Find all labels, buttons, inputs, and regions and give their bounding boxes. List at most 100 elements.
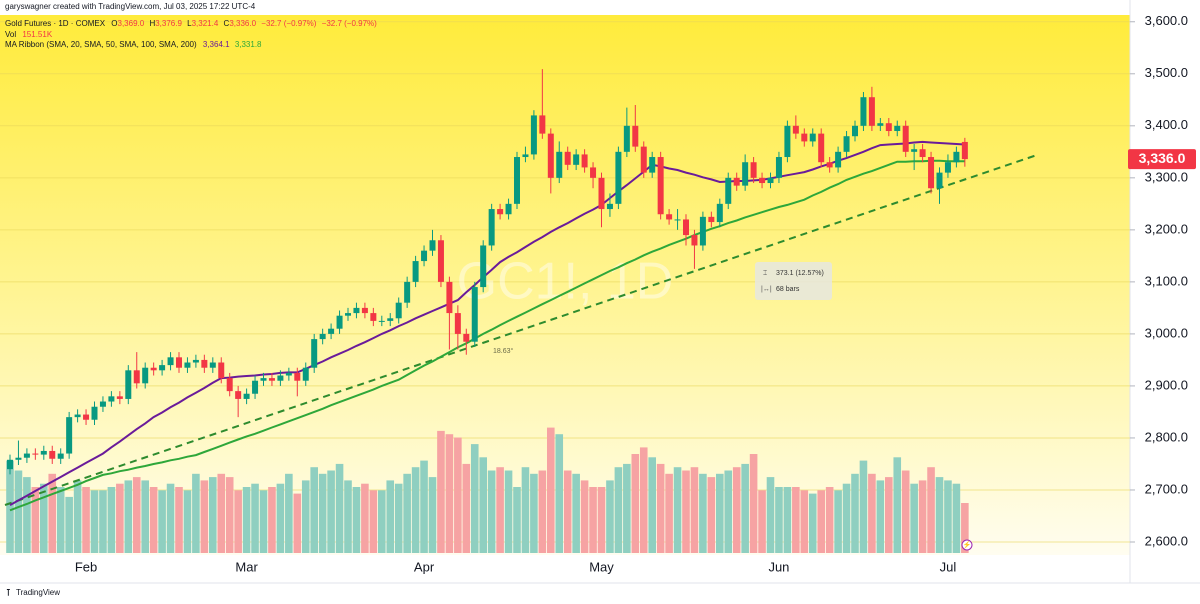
candle-body [319, 333, 326, 340]
candle-body [573, 154, 580, 165]
candle-body [176, 357, 182, 368]
y-tick-label: 3,200.0 [1145, 221, 1188, 236]
candle-body [201, 359, 208, 368]
candle-body [370, 313, 377, 321]
candle-body [522, 154, 529, 158]
ohlc-label: C [224, 19, 230, 28]
volume-bar [335, 463, 344, 553]
volume-bar [580, 480, 589, 553]
candle-body [775, 157, 782, 178]
volume-bar [209, 477, 217, 553]
candles [7, 69, 968, 475]
y-tick-label: 2,800.0 [1145, 429, 1188, 444]
volume-bar [927, 467, 935, 553]
volume-bar [6, 460, 14, 553]
volume-bar [132, 477, 141, 553]
volume-bar [344, 480, 352, 553]
candle-body [302, 367, 309, 381]
candle-body [471, 287, 478, 342]
candle-body [345, 313, 351, 316]
candle-body [556, 151, 563, 178]
volume-bar [445, 434, 454, 553]
candle-body [74, 414, 81, 418]
volume-bar [268, 487, 276, 553]
price-axis: 2,600.0 2,700.0 2,800.0 2,900.0 3,000.0 3,100… [1128, 13, 1196, 548]
candle-body [725, 177, 732, 204]
volume-bar [504, 470, 513, 553]
volume-bar [623, 463, 631, 553]
candle-body [716, 203, 723, 223]
volume-bar [437, 430, 445, 553]
volume-bar [775, 487, 783, 553]
volume-bar [378, 490, 386, 553]
volume-bar [428, 477, 437, 553]
volume-bar [14, 470, 23, 553]
volume-bar [901, 470, 910, 553]
candle-body [530, 115, 537, 155]
volume-bar [572, 473, 580, 553]
credit: garyswagner created with TradingView.com… [5, 2, 256, 11]
volume-bar [885, 477, 893, 553]
volume-bar [361, 483, 369, 553]
candle-body [480, 245, 487, 288]
volume-bar [673, 467, 682, 553]
time-axis: Feb Mar Apr May Jun Jul [75, 559, 957, 574]
candle-body [378, 320, 385, 322]
x-tick-label: Jul [940, 559, 957, 574]
y-tick-label: 3,500.0 [1145, 65, 1188, 80]
volume-bar [749, 454, 758, 553]
volume-bar [200, 480, 209, 553]
candle-body [936, 172, 943, 189]
candle-body [708, 216, 715, 223]
volume-bar [716, 473, 724, 553]
volume-bar [158, 490, 166, 553]
candle-body [944, 162, 951, 173]
candle-body [328, 328, 335, 334]
volume-bar [563, 470, 572, 553]
volume-bar [665, 473, 673, 553]
volume-bar [225, 477, 234, 553]
volume-bar [454, 437, 462, 553]
candle-body [142, 367, 149, 384]
measure-bars: 68 bars [776, 286, 800, 293]
candle-body [835, 151, 842, 168]
ma-legend: MA Ribbon (SMA, 20, SMA, 50, SMA, 100, S… [5, 40, 262, 49]
candle-body [919, 149, 926, 158]
candle-body [885, 123, 892, 132]
candle-body [868, 97, 875, 126]
candle-body [590, 167, 597, 178]
candle-body [623, 125, 630, 152]
volume-bar [758, 490, 766, 553]
volume-bar [682, 470, 690, 553]
candle-body [894, 125, 901, 132]
volume-bar [547, 427, 555, 553]
volume-bar [868, 473, 876, 553]
candle-body [66, 417, 73, 454]
volume-bar [73, 480, 82, 553]
volume-bar [183, 490, 192, 553]
y-tick-label: 3,400.0 [1145, 117, 1188, 132]
volume-bar [149, 487, 158, 553]
volume-bar [910, 483, 918, 553]
volume-bar [56, 487, 65, 553]
volume-bar [394, 483, 403, 553]
candle-body [843, 136, 850, 152]
candle-body [218, 362, 225, 379]
change-pct: −32.7 (−0.97%) [322, 19, 377, 28]
volume-bar [918, 480, 927, 553]
candle-body [116, 396, 123, 399]
volume-bar [656, 463, 665, 553]
volume-bar [462, 463, 471, 553]
volume-bar [31, 487, 40, 553]
x-tick-label: Jun [768, 559, 789, 574]
volume-bar [318, 473, 327, 553]
ohlc-value: 3,321.4 [192, 19, 219, 28]
candle-body [818, 133, 825, 163]
candle-body [852, 125, 858, 137]
candle-body [285, 372, 292, 376]
brand-logo: ⊺ [6, 587, 11, 597]
candle-body [514, 157, 520, 204]
candle-body [412, 261, 419, 282]
plot-background [0, 15, 1130, 555]
